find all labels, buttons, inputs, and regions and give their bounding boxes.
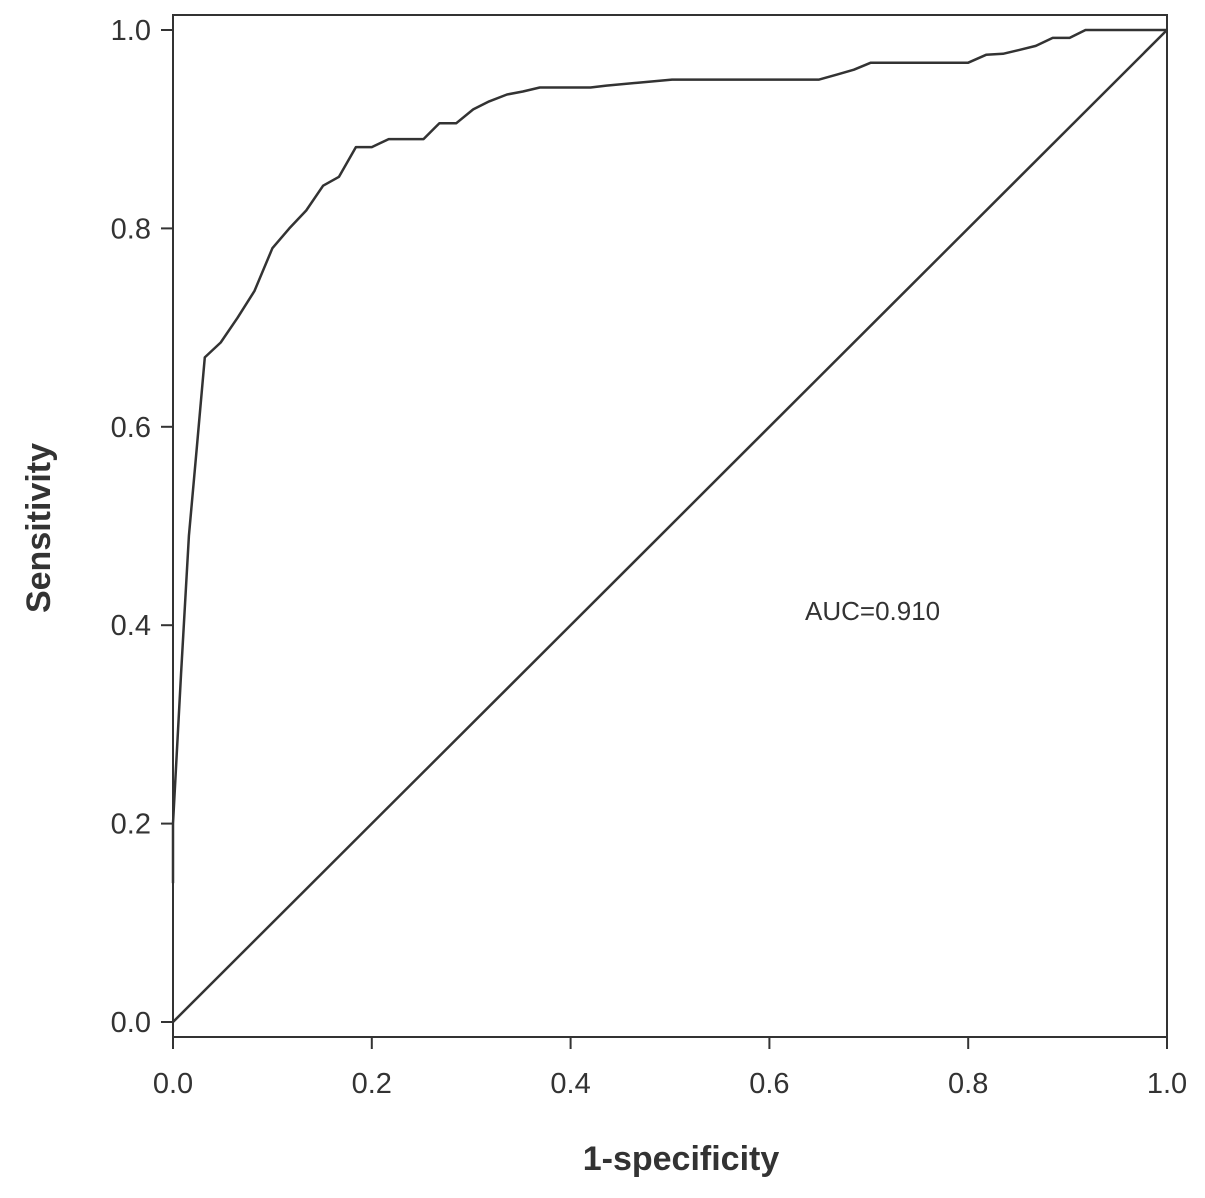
x-tick-label: 0.0 xyxy=(153,1068,193,1100)
x-tick-label: 0.6 xyxy=(749,1068,789,1100)
tick-marks xyxy=(161,29,1168,1049)
roc-curve-line xyxy=(171,28,1167,884)
x-axis-title: 1-specificity xyxy=(583,1140,780,1178)
y-tick-label: 0.6 xyxy=(111,412,151,444)
y-tick-label: 0.2 xyxy=(111,809,151,841)
x-tick-label: 0.4 xyxy=(550,1068,590,1100)
tick-labels: 0.0 0.2 0.4 0.6 0.8 1.0 0.0 0.2 0.4 0.6 0.8 1.0 xyxy=(111,15,1187,1100)
y-tick-label: 0.0 xyxy=(111,1007,151,1039)
y-tick-label: 0.8 xyxy=(111,213,151,245)
series-layer xyxy=(171,28,1168,1023)
x-tick-label: 0.8 xyxy=(948,1068,988,1100)
y-tick-label: 0.4 xyxy=(111,610,151,642)
auc-annotation: AUC=0.910 xyxy=(805,596,940,626)
x-tick-label: 0.2 xyxy=(352,1068,392,1100)
reference-diagonal-line xyxy=(172,29,1168,1023)
y-axis-title: Sensitivity xyxy=(20,443,58,613)
x-tick-label: 1.0 xyxy=(1147,1068,1187,1100)
y-tick-label: 1.0 xyxy=(111,15,151,47)
